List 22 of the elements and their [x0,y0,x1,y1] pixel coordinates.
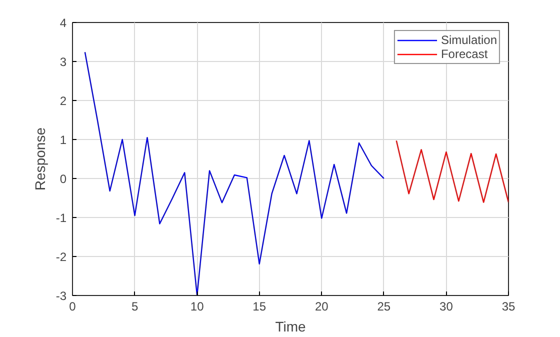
legend-label: Forecast [440,47,488,61]
x-tick-label: 0 [69,300,76,314]
x-tick-label: 30 [440,300,454,314]
line-series [396,140,508,203]
x-tick-label: 35 [502,300,516,314]
y-tick-label: 0 [60,172,67,186]
y-axis-title: Response [32,127,48,191]
x-tick-label: 25 [377,300,391,314]
y-tick-label: -3 [56,289,67,303]
y-tick-label: -2 [56,250,67,264]
y-tick-label: 4 [60,16,67,30]
y-tick-label: 3 [60,55,67,69]
x-tick-label: 15 [252,300,266,314]
x-axis-title: Time [275,318,306,334]
x-tick-label: 10 [190,300,204,314]
y-tick-label: 2 [60,94,67,108]
x-tick-label: 5 [131,300,138,314]
line-series [84,52,385,296]
x-tick-label: 20 [314,300,329,314]
y-tick-label: 1 [60,133,67,147]
y-tick-label: -1 [56,211,67,225]
legend-label: Simulation [440,33,497,47]
